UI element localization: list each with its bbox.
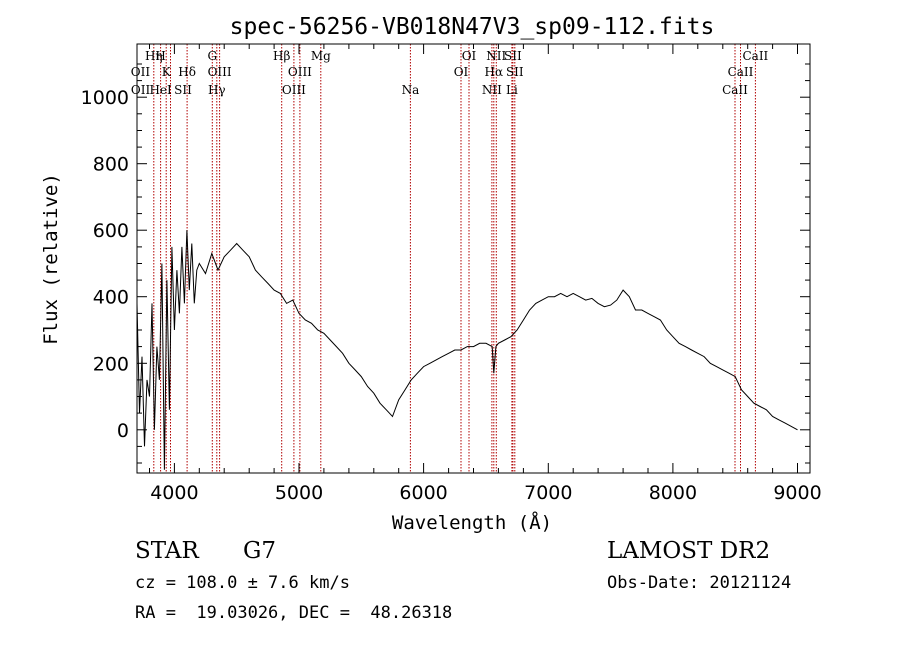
redshift-velocity: cz = 108.0 ± 7.6 km/s: [135, 573, 350, 593]
x-tick-label-0: 4000: [150, 482, 198, 504]
line-label-22: NII: [482, 83, 502, 97]
sky-coordinates: RA = 19.03026, DEC = 48.26318: [135, 603, 453, 623]
line-label-21: SII: [506, 65, 524, 79]
object-class: STAR: [135, 538, 199, 564]
line-label-9: OIII: [208, 65, 232, 79]
line-label-8: G: [208, 49, 218, 63]
line-label-11: Hβ: [273, 49, 290, 63]
line-label-26: CaII: [722, 83, 748, 97]
x-tick-label-1: 5000: [275, 482, 323, 504]
y-tick-label-4: 800: [93, 154, 129, 176]
line-label-19: SII: [504, 49, 522, 63]
spectral-line-markers: [153, 44, 756, 473]
y-tick-label-0: 0: [117, 420, 129, 442]
line-label-12: OIII: [288, 65, 312, 79]
line-label-0: Hη: [145, 49, 163, 63]
y-tick-label-2: 400: [93, 287, 129, 309]
line-label-20: Hα: [485, 65, 504, 79]
line-label-13: OIII: [282, 83, 306, 97]
chart-title: spec-56256-VB018N47V3_sp09-112.fits: [230, 14, 715, 40]
plot-frame: [136, 43, 811, 474]
line-label-18: NII: [486, 49, 506, 63]
line-label-23: Li: [506, 83, 518, 97]
line-label-7: SII: [174, 83, 192, 97]
observation-date: Obs-Date: 20121124: [607, 573, 792, 593]
series-flux-line: [136, 230, 798, 470]
line-label-10: Hγ: [208, 83, 226, 97]
x-axis: 4000 5000 6000 7000 8000 9000: [149, 44, 822, 504]
line-label-17: OI: [454, 65, 469, 79]
line-label-24: CaII: [742, 49, 768, 63]
y-tick-label-1: 200: [93, 353, 129, 375]
x-axis-label: Wavelength (Å): [392, 511, 552, 534]
line-label-4: Hδ: [178, 65, 196, 79]
line-label-3: K: [162, 65, 172, 79]
line-label-25: CaII: [728, 65, 754, 79]
x-tick-label-2: 6000: [399, 482, 447, 504]
y-axis: 0 200 400 600 800 1000: [81, 63, 810, 464]
line-label-2: OII: [131, 65, 151, 79]
line-label-5: OII: [131, 83, 151, 97]
x-tick-label-5: 9000: [773, 482, 821, 504]
line-label-14: Mg: [311, 49, 331, 63]
y-tick-label-5: 1000: [81, 87, 129, 109]
line-label-1: H: [155, 49, 165, 63]
y-axis-label: Flux (relative): [40, 173, 62, 345]
y-tick-label-3: 600: [93, 220, 129, 242]
survey-name: LAMOST DR2: [607, 538, 771, 564]
x-tick-label-4: 8000: [649, 482, 697, 504]
line-label-6: HeI: [149, 83, 172, 97]
object-subclass: G7: [243, 538, 277, 564]
line-label-15: Na: [402, 83, 420, 97]
line-label-16: OI: [462, 49, 477, 63]
x-tick-label-3: 7000: [524, 482, 572, 504]
